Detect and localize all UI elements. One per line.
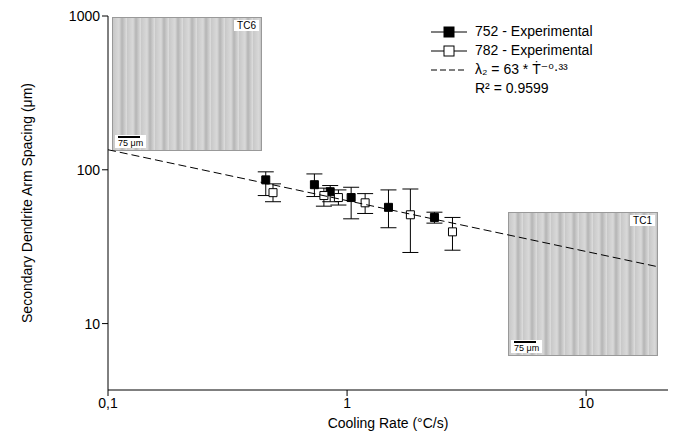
svg-text:0,1: 0,1: [98, 395, 118, 411]
html-text:75 μm: 75 μm: [514, 343, 540, 353]
svg-text:100: 100: [77, 162, 101, 178]
svg-text:Cooling Rate (°C/s): Cooling Rate (°C/s): [328, 415, 449, 431]
html-text:75 μm: 75 μm: [118, 138, 144, 148]
svg-text:1: 1: [343, 395, 351, 411]
html-text:TC6: TC6: [237, 20, 256, 31]
svg-text:10: 10: [578, 395, 594, 411]
svg-text:10: 10: [84, 316, 100, 332]
html-text:R² = 0.9599: R² = 0.9599: [475, 80, 549, 96]
html-text:782 - Experimental: 782 - Experimental: [475, 42, 593, 58]
html-text:TC1: TC1: [633, 215, 652, 226]
html-text:λ₂ = 63 * Ṫ⁻⁰·³³: λ₂ = 63 * Ṫ⁻⁰·³³: [475, 61, 568, 77]
svg-text:1000: 1000: [69, 8, 100, 24]
svg-text:Secondary Dendrite Arm Spacing: Secondary Dendrite Arm Spacing (μm): [19, 83, 35, 323]
html-text:752 - Experimental: 752 - Experimental: [475, 23, 593, 39]
